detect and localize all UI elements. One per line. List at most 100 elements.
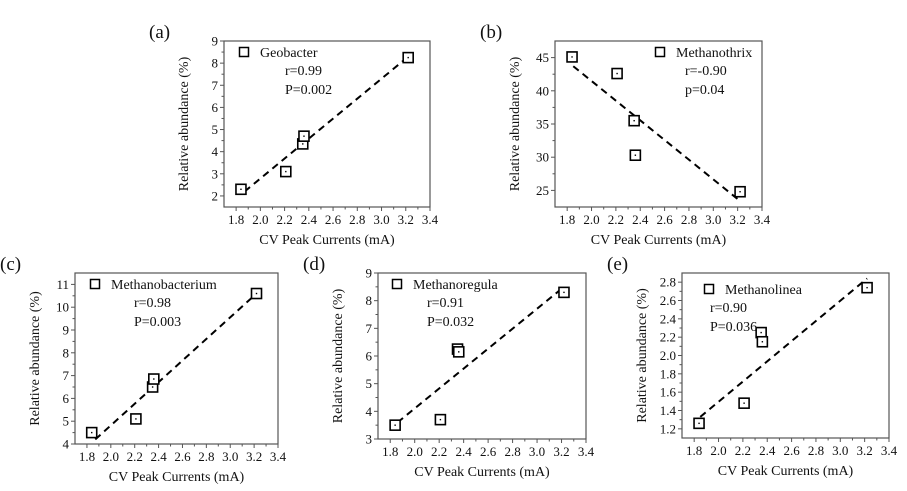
y-tick-label: 40 (536, 83, 549, 98)
data-point-center (303, 135, 305, 137)
data-point-center (153, 378, 155, 380)
x-tick-label: 2.4 (150, 449, 167, 464)
data-point-center (761, 341, 764, 343)
data-point-center (285, 170, 287, 173)
y-tick-label: 25 (536, 183, 549, 198)
fit-line (396, 286, 565, 424)
legend-marker (89, 278, 101, 290)
stat-label: r=0.99 (285, 64, 322, 79)
legend-marker (238, 46, 250, 58)
data-point-center (135, 418, 137, 420)
x-tick-label: 3.2 (246, 449, 262, 464)
x-tick-label: 2.8 (198, 449, 214, 464)
y-tick-label: 11 (56, 277, 69, 292)
stat-label: r=0.91 (427, 296, 464, 311)
x-tick-label: 2.6 (325, 212, 342, 227)
x-tick-label: 1.8 (382, 444, 398, 459)
panel-c: 1.8 2.0 2.2 2.4 2.6 2.8 3.0 3.2 3.4 4 5 6 7 8 9 10 11 CV … (0, 254, 287, 485)
y-tick-label: 7 (212, 78, 219, 93)
y-tick-label: 6 (212, 100, 219, 115)
data-point-center (407, 56, 409, 59)
x-axis-label: CV Peak Currents (mA) (259, 233, 395, 248)
panel-label: (a) (149, 22, 170, 43)
legend-marker (703, 283, 715, 295)
legend-label: Methanobacterium (111, 278, 217, 293)
x-tick-label: 2.8 (681, 212, 697, 227)
x-tick-label: 2.6 (480, 444, 497, 459)
y-tick-label: 1.4 (660, 403, 677, 418)
data-point-center (616, 72, 618, 75)
data-point-center (240, 188, 242, 190)
panel-label: (e) (607, 254, 628, 275)
x-tick-label: 3.4 (270, 449, 287, 464)
stat-label: r=0.98 (134, 296, 171, 311)
y-tick-label: 1.6 (660, 385, 677, 400)
x-tick-label: 2.2 (276, 212, 292, 227)
y-tick-label: 2 (212, 188, 219, 203)
x-tick-label: 2.2 (735, 443, 751, 458)
y-tick-label: 5 (366, 376, 373, 391)
y-tick-label: 2.0 (660, 348, 676, 363)
x-tick-label: 2.4 (301, 212, 318, 227)
panel-label: (c) (0, 254, 21, 275)
x-tick-label: 3.0 (529, 444, 545, 459)
data-point-center (866, 286, 868, 289)
panel-a: 1.8 2.0 2.2 2.4 2.6 2.8 3.0 3.2 3.4 2 3 4 5 6 7 8 9 CV Pe… (149, 22, 439, 248)
data-point-center (571, 56, 573, 58)
x-tick-label: 1.8 (686, 443, 702, 458)
y-axis-label: Relative abundance (%) (331, 288, 346, 423)
x-tick-label: 2.6 (783, 443, 800, 458)
data-point-center (91, 431, 93, 434)
panel-label: (b) (480, 22, 502, 43)
y-tick-label: 4 (366, 404, 373, 419)
x-tick-label: 3.0 (222, 449, 238, 464)
data-point-center (634, 154, 637, 156)
fit-line (699, 277, 868, 418)
y-tick-label: 5 (63, 414, 70, 429)
x-tick-label: 1.8 (228, 212, 244, 227)
panel-b: 1.8 2.0 2.2 2.4 2.6 2.8 3.0 3.2 3.4 25 30 35 40 45 CV … (480, 22, 771, 248)
plot-frame (223, 40, 431, 208)
x-tick-label: 3.4 (754, 212, 771, 227)
y-tick-label: 35 (536, 117, 549, 132)
y-tick-label: 3 (212, 166, 219, 181)
x-tick-label: 3.2 (857, 443, 873, 458)
y-axis-label: Relative abundance (%) (508, 56, 523, 191)
stat-label: r=-0.90 (685, 64, 727, 79)
x-tick-label: 2.4 (759, 443, 776, 458)
y-tick-label: 3 (366, 432, 373, 447)
x-tick-label: 3.2 (398, 212, 414, 227)
y-tick-label: 9 (212, 34, 219, 49)
x-axis-label: CV Peak Currents (mA) (591, 233, 727, 248)
x-tick-label: 2.4 (632, 212, 649, 227)
y-tick-label: 30 (536, 150, 549, 165)
data-point-center (743, 402, 745, 404)
legend-label: Geobacter (260, 46, 318, 61)
x-tick-label: 2.6 (656, 212, 673, 227)
x-tick-label: 1.8 (559, 212, 575, 227)
y-tick-label: 7 (63, 368, 70, 383)
data-point-center (302, 143, 304, 145)
x-tick-label: 2.0 (583, 212, 599, 227)
y-tick-label: 6 (63, 391, 70, 406)
data-point-center (394, 424, 396, 426)
legend-label: Methanothrix (676, 46, 752, 61)
x-tick-label: 2.2 (127, 449, 143, 464)
y-tick-label: 45 (536, 50, 549, 65)
data-point-center (760, 331, 762, 334)
y-tick-label: 2.8 (660, 275, 676, 290)
data-point-center (698, 422, 700, 425)
legend-label: Methanoregula (413, 278, 499, 293)
x-tick-label: 2.0 (710, 443, 726, 458)
x-tick-label: 3.4 (422, 212, 439, 227)
y-tick-label: 2.2 (660, 330, 676, 345)
x-tick-label: 3.2 (730, 212, 746, 227)
x-tick-label: 3.4 (881, 443, 898, 458)
data-point-center (439, 418, 442, 421)
x-tick-label: 3.0 (373, 212, 389, 227)
y-tick-label: 1.8 (660, 366, 676, 381)
legend-marker (391, 278, 403, 290)
panel-d: 1.8 2.0 2.2 2.4 2.6 2.8 3.0 3.2 3.4 3 4 5 6 7 8 9 CV Pea… (303, 254, 595, 480)
y-axis-label: Relative abundance (%) (28, 291, 43, 426)
x-tick-label: 2.0 (407, 444, 423, 459)
